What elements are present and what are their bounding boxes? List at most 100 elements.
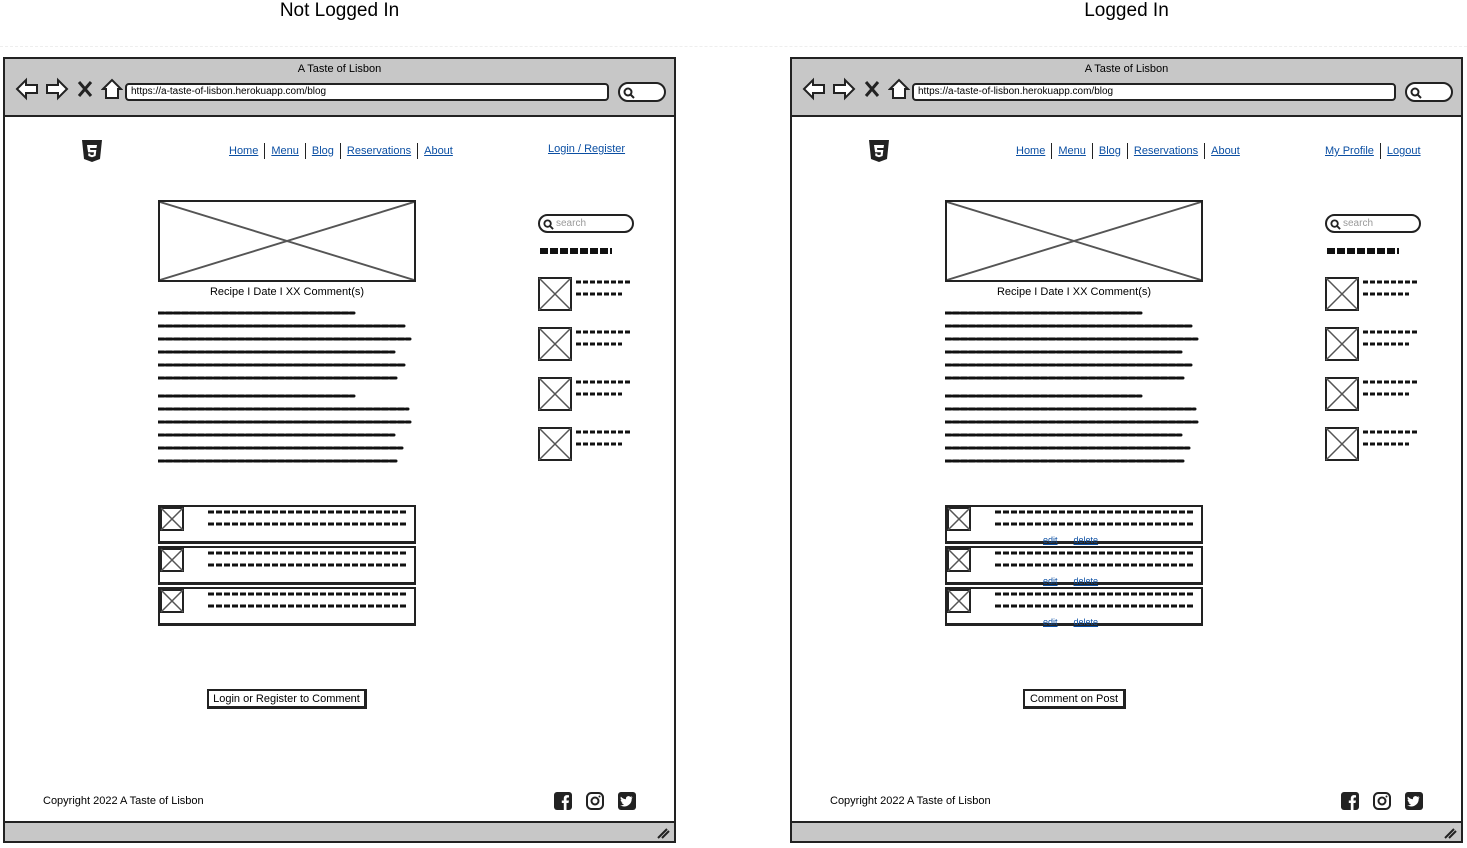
post-meta: Recipe I Date I XX Comment(s) [209,286,365,298]
home-icon[interactable] [101,77,123,101]
nav-reservations-link[interactable]: Reservations [1133,145,1199,157]
nav-blog-link[interactable]: Blog [1098,145,1121,157]
comment-text [995,592,1195,608]
nav-separator [264,143,266,159]
nav-separator [1126,143,1128,159]
close-x-icon[interactable] [75,77,95,101]
main-nav: Home Menu Blog Reservations About [223,143,459,159]
forward-arrow-icon[interactable] [832,77,856,101]
login-to-comment-button[interactable]: Login or Register to Comment [207,689,367,709]
recent-post-title [1363,280,1419,296]
nav-blog-link[interactable]: Blog [311,145,334,157]
twitter-icon[interactable] [1405,792,1423,810]
recent-post-thumbnail [1325,427,1359,461]
sidebar-search-placeholder: search [1343,218,1374,229]
nav-separator [1204,143,1206,159]
social-links [1341,792,1423,810]
sidebar-recent-post[interactable] [1325,427,1419,466]
delete-comment-link[interactable]: delete [1073,617,1099,627]
sidebar-recent-post[interactable] [1325,277,1419,316]
commenter-avatar-placeholder [160,548,184,572]
sidebar-recent-post[interactable] [538,377,632,416]
delete-comment-link[interactable]: delete [1073,576,1099,586]
twitter-icon[interactable] [618,792,636,810]
comment-actions: edit delete [1043,617,1098,627]
browser-search-field[interactable] [618,82,666,102]
my-profile-link[interactable]: My Profile [1325,145,1374,157]
close-x-icon[interactable] [862,77,882,101]
nav-about-link[interactable]: About [424,145,453,157]
browser-status-bar [792,821,1461,841]
footer-copyright: Copyright 2022 A Taste of Lisbon [43,795,204,807]
comment-item: edit delete [945,505,1203,545]
post-body-text [945,311,1199,463]
facebook-icon[interactable] [1341,792,1359,810]
comment-item: edit delete [945,546,1203,586]
recent-post-title [576,430,632,446]
sidebar-search-placeholder: search [556,218,587,229]
commenter-avatar-placeholder [947,548,971,572]
url-bar[interactable]: https://a-taste-of-lisbon.herokuapp.com/… [125,83,609,101]
recent-post-thumbnail [1325,377,1359,411]
nav-separator [304,143,306,159]
comment-text [208,510,408,526]
auth-links: My Profile Logout [1319,143,1427,159]
post-meta: Recipe I Date I XX Comment(s) [996,286,1152,298]
comment-text [995,551,1195,567]
nav-about-link[interactable]: About [1211,145,1240,157]
nav-home-link[interactable]: Home [229,145,259,157]
nav-menu-link[interactable]: Menu [271,145,299,157]
nav-separator [1051,143,1053,159]
browser-window-not-logged-in: A Taste of Lisbon https://a-taste-of-lis… [3,57,676,843]
nav-separator [1379,143,1381,159]
login-register-link[interactable]: Login / Register [548,143,626,155]
facebook-icon[interactable] [554,792,572,810]
instagram-icon[interactable] [586,792,604,810]
post-body-text [158,311,412,463]
recent-post-title [1363,330,1419,346]
auth-links: Login / Register [542,143,631,155]
back-arrow-icon[interactable] [15,77,39,101]
sidebar-recent-post[interactable] [538,427,632,466]
nav-separator [1091,143,1093,159]
nav-home-link[interactable]: Home [1016,145,1046,157]
sidebar-heading [1327,248,1399,254]
resize-grip-icon[interactable] [1443,827,1457,839]
recent-post-title [1363,380,1419,396]
forward-arrow-icon[interactable] [45,77,69,101]
edit-comment-link[interactable]: edit [1043,535,1058,545]
sidebar-recent-post[interactable] [1325,377,1419,416]
recent-post-thumbnail [538,277,572,311]
recent-post-title [576,380,632,396]
sidebar-recent-post[interactable] [538,327,632,366]
sidebar-recent-post[interactable] [1325,327,1419,366]
post-image-placeholder [158,200,416,282]
recent-post-thumbnail [538,427,572,461]
nav-reservations-link[interactable]: Reservations [346,145,412,157]
instagram-icon[interactable] [1373,792,1391,810]
sidebar-search-input[interactable]: search [1325,214,1421,233]
commenter-avatar-placeholder [160,589,184,613]
recent-post-thumbnail [1325,327,1359,361]
browser-chrome: A Taste of Lisbon https://a-taste-of-lis… [792,59,1461,117]
sidebar-search-input[interactable]: search [538,214,634,233]
resize-grip-icon[interactable] [656,827,670,839]
browser-search-field[interactable] [1405,82,1453,102]
back-arrow-icon[interactable] [802,77,826,101]
search-icon [1410,87,1422,99]
window-title: A Taste of Lisbon [1084,63,1169,75]
logout-link[interactable]: Logout [1386,145,1421,157]
comment-on-post-button[interactable]: Comment on Post [1023,689,1126,709]
main-nav: Home Menu Blog Reservations About [1010,143,1246,159]
delete-comment-link[interactable]: delete [1073,535,1099,545]
sidebar-heading [540,248,612,254]
edit-comment-link[interactable]: edit [1043,617,1058,627]
edit-comment-link[interactable]: edit [1043,576,1058,586]
post-image-placeholder [945,200,1203,282]
recent-post-thumbnail [538,327,572,361]
sidebar-recent-post[interactable] [538,277,632,316]
url-bar[interactable]: https://a-taste-of-lisbon.herokuapp.com/… [912,83,1396,101]
nav-menu-link[interactable]: Menu [1058,145,1086,157]
home-icon[interactable] [888,77,910,101]
panel-heading-logged-in: Logged In [1084,0,1169,21]
